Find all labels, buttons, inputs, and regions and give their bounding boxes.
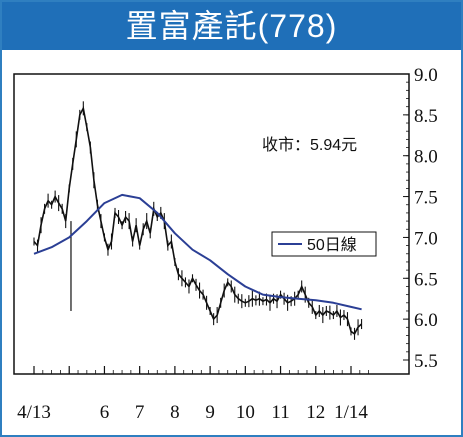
y-tick-label: 7.0 <box>414 228 438 249</box>
x-tick-label: 11 <box>271 402 289 423</box>
y-tick-label: 7.5 <box>414 188 438 209</box>
chart-title: 置富產託(778) <box>125 8 338 44</box>
x-tick-label: 10 <box>236 402 255 423</box>
y-tick-label: 8.5 <box>414 106 438 127</box>
x-tick-label: 7 <box>135 402 145 423</box>
legend: 50日線 <box>271 231 377 257</box>
title-bar: 置富產託(778) <box>2 2 461 50</box>
plot-area-border <box>13 73 410 375</box>
x-tick-label: 8 <box>170 402 180 423</box>
x-tick-label: 6 <box>100 402 110 423</box>
y-tick-label: 8.0 <box>414 147 438 168</box>
close-annotation: 收市：5.94元 <box>262 136 357 154</box>
x-axis: 4/13 6 7 8 9 10 11 12 1/14 <box>17 366 370 423</box>
x-tick-label: 4/13 <box>17 402 51 423</box>
x-tick-label: 1/14 <box>334 402 368 423</box>
legend-label-ma50: 50日線 <box>307 236 357 254</box>
y-tick-label: 9.0 <box>414 65 438 86</box>
legend-box <box>271 231 377 257</box>
y-tick-label: 6.0 <box>414 310 438 331</box>
x-tick-label: 9 <box>205 402 215 423</box>
x-tick-label: 12 <box>306 402 325 423</box>
y-axis: 9.0 8.5 8.0 7.5 7.0 6.5 6.0 5.5 <box>403 65 438 372</box>
ma50-series-line <box>33 193 362 311</box>
y-tick-label: 6.5 <box>414 269 438 290</box>
series-layer <box>33 101 363 340</box>
y-tick-label: 5.5 <box>414 351 438 372</box>
